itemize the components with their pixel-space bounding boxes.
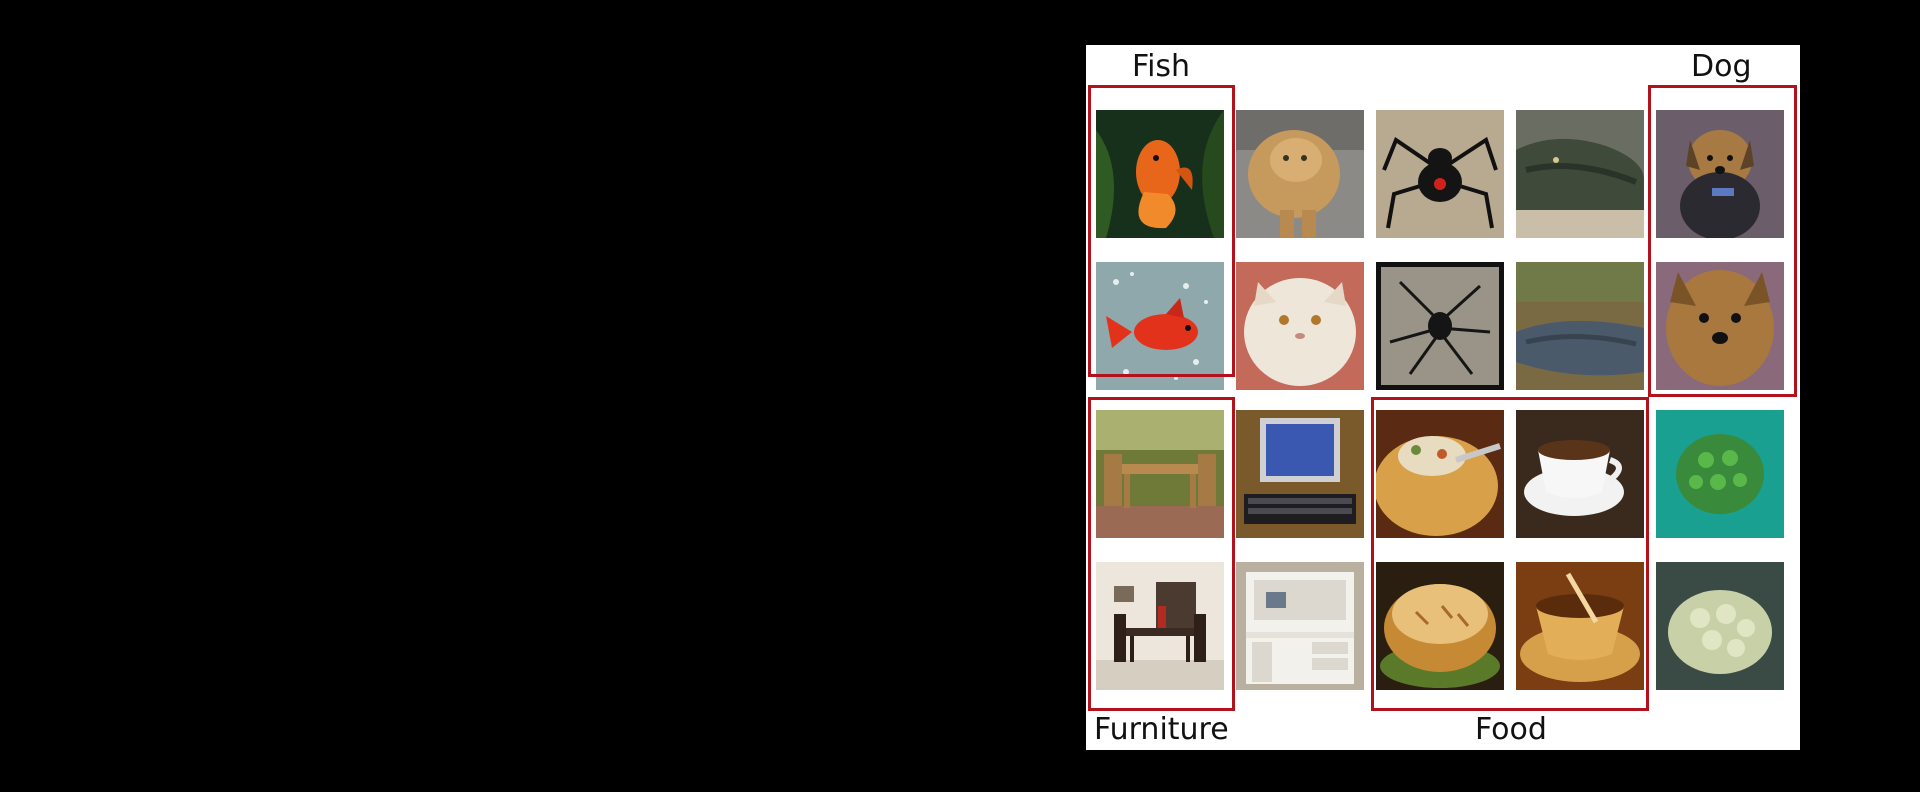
computer-desk-thumbnail [1236,410,1364,538]
fish-group-label: Fish [1132,49,1191,84]
patio-dining-set-thumbnail [1096,410,1224,538]
espresso-cup-thumbnail [1516,410,1644,538]
yorkie-thumbnail [1656,110,1784,238]
goldfish-thumbnail [1096,110,1224,238]
pot-pie-thumbnail [1376,562,1504,690]
green-coral-thumbnail [1656,410,1784,538]
image-grid-panel: Fish Dog Furniture Food [1086,45,1800,750]
white-persian-cat-thumbnail [1236,262,1364,390]
dog-group-label: Dog [1691,49,1752,84]
food-group-box [1371,397,1649,711]
white-coral-thumbnail [1656,562,1784,690]
coffee-cup-spoon-thumbnail [1516,562,1644,690]
yorkie-face-thumbnail [1656,262,1784,390]
white-hutch-desk-thumbnail [1236,562,1364,690]
crocodile-grass-thumbnail [1516,262,1644,390]
pot-pie-spoon-thumbnail [1376,410,1504,538]
furniture-group-label: Furniture [1094,712,1229,747]
crocodile-thumbnail [1516,110,1644,238]
fish-group-box [1088,85,1235,377]
furniture-group-box [1088,397,1235,711]
black-widow-thumbnail [1376,110,1504,238]
food-group-label: Food [1475,712,1547,747]
goldfish-bubbles-thumbnail [1096,262,1224,390]
spider-thumbnail [1376,262,1504,390]
dining-room-thumbnail [1096,562,1224,690]
persian-cat-thumbnail [1236,110,1364,238]
dog-group-box [1648,85,1797,397]
